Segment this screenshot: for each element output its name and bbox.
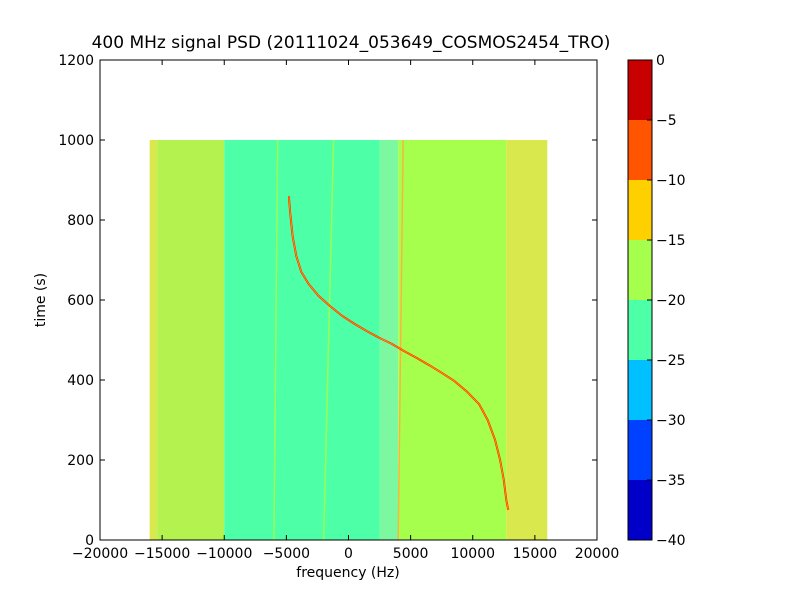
x-axis-label: frequency (Hz)	[296, 565, 399, 581]
colorbar-tick-label: 0	[656, 53, 665, 69]
heatmap-band-2	[224, 140, 380, 540]
colorbar-bin-1	[628, 420, 652, 480]
y-tick-label: 800	[67, 213, 94, 229]
colorbar-tick-label: −25	[656, 353, 686, 369]
y-tick-label: 400	[67, 373, 94, 389]
y-tick-label: 600	[67, 293, 94, 309]
spectral-line-1	[322, 139, 335, 541]
chart-title: 400 MHz signal PSD (20111024_053649_COSM…	[92, 33, 611, 53]
heatmap-band-1	[157, 140, 225, 540]
plot-area	[99, 59, 598, 541]
x-tick-label: 10000	[450, 546, 495, 562]
colorbar-tick-label: −15	[656, 233, 686, 249]
x-tick-label: 0	[344, 546, 353, 562]
y-tick-label: 1000	[58, 133, 94, 149]
x-tick-label: 15000	[513, 546, 558, 562]
x-tick-label: −20000	[72, 546, 128, 562]
colorbar-tick-label: −35	[656, 473, 686, 489]
y-tick-label: 0	[85, 533, 94, 549]
colorbar-tick-label: −10	[656, 173, 686, 189]
x-tick-label: 5000	[393, 546, 429, 562]
x-tick-label: −10000	[196, 546, 252, 562]
signal-trace-highlight	[288, 195, 509, 511]
spectral-line-0	[273, 139, 279, 541]
heatmap-band-0	[149, 140, 158, 540]
y-tick-label: 1200	[58, 53, 94, 69]
colorbar-tick-label: −40	[656, 533, 686, 549]
colorbar: 0 −5 −10 −15 −20 −25 −30 −35 −40	[627, 53, 686, 549]
colorbar-tick-label: −30	[656, 413, 686, 429]
colorbar-bin-3	[628, 300, 652, 360]
x-axis: −20000 −15000 −10000 −5000 0 5000 10000 15000 20…	[72, 60, 619, 562]
x-tick-label: 20000	[575, 546, 620, 562]
colorbar-bin-4	[628, 240, 652, 300]
colorbar-bin-6	[628, 120, 652, 180]
heatmap-band-3	[379, 140, 399, 540]
heatmap-band-4	[398, 140, 507, 540]
colorbar-tick-label: −5	[656, 113, 677, 129]
colorbar-bin-2	[628, 360, 652, 420]
colorbar-bin-7	[628, 60, 652, 120]
y-tick-label: 200	[67, 453, 94, 469]
colorbar-bin-0	[628, 480, 652, 540]
y-axis: 0 200 400 600 800 1000 1200	[58, 53, 597, 549]
colorbar-tick-label: −20	[656, 293, 686, 309]
x-tick-label: −5000	[263, 546, 310, 562]
y-axis-label: time (s)	[33, 273, 49, 327]
heatmap-band-5	[506, 140, 548, 540]
colorbar-bin-5	[628, 180, 652, 240]
x-tick-label: −15000	[134, 546, 190, 562]
spectral-line-2	[397, 139, 404, 541]
